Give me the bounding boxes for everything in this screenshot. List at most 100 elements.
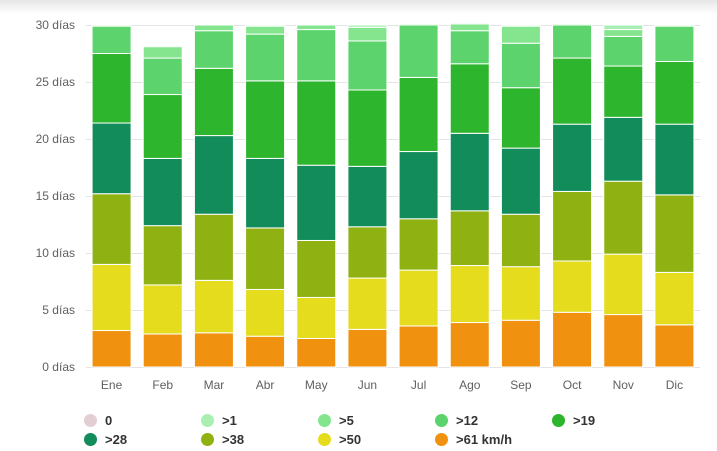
bar-Oct-series-0 bbox=[552, 311, 593, 368]
x-tick-label-Oct: Oct bbox=[563, 378, 582, 392]
legend: 0 >1 >5 >12 >19 >28 >38 >50 bbox=[84, 412, 704, 448]
bar-May-series-4 bbox=[296, 80, 337, 166]
bar-Jun-series-5 bbox=[347, 40, 388, 91]
bar-Oct-series-2 bbox=[552, 190, 593, 262]
bar-Sep-series-3 bbox=[500, 147, 541, 215]
legend-swatch-1 bbox=[201, 414, 214, 427]
bar-Dic-series-4 bbox=[654, 60, 695, 125]
legend-item-7[interactable]: >50 bbox=[318, 431, 435, 448]
bar-Jul-series-5 bbox=[398, 24, 439, 78]
bar-Ene-series-4 bbox=[91, 53, 132, 124]
bar-Ene-series-2 bbox=[91, 193, 132, 265]
bar-Dic-series-3 bbox=[654, 123, 695, 196]
bar-Nov-series-3 bbox=[603, 116, 644, 182]
legend-label-1: >1 bbox=[222, 413, 237, 428]
y-tick-label-25: 25 días bbox=[36, 75, 75, 89]
y-tick-label-20: 20 días bbox=[36, 132, 75, 146]
legend-item-0[interactable]: 0 bbox=[84, 412, 201, 429]
x-tick-label-Ene: Ene bbox=[101, 378, 123, 392]
x-tick-label-Mar: Mar bbox=[204, 378, 225, 392]
legend-swatch-8 bbox=[435, 433, 448, 446]
bar-Ago-series-3 bbox=[449, 132, 490, 212]
bar-Sep-series-7 bbox=[500, 24, 541, 27]
legend-label-5: >28 bbox=[105, 432, 128, 447]
x-tick-label-Jun: Jun bbox=[358, 378, 377, 392]
bar-Dic-series-5 bbox=[654, 25, 695, 62]
bar-Dic-series-6 bbox=[654, 24, 695, 27]
bar-May-series-0 bbox=[296, 338, 337, 368]
legend-label-0: 0 bbox=[105, 413, 113, 428]
legend-item-3[interactable]: >12 bbox=[435, 412, 552, 429]
bar-Sep-series-6 bbox=[500, 25, 541, 44]
bar-Abr-series-5 bbox=[245, 33, 286, 82]
y-tick-label-15: 15 días bbox=[36, 189, 75, 203]
y-axis-ticks: 0 días 5 días 10 días 15 días 20 días 25 días… bbox=[36, 18, 75, 374]
bar-Oct-series-6 bbox=[552, 23, 593, 26]
legend-item-4[interactable]: >19 bbox=[552, 412, 669, 429]
bar-Nov-series-5 bbox=[603, 35, 644, 67]
bar-Jul-series-1 bbox=[398, 269, 439, 327]
x-tick-label-Dic: Dic bbox=[666, 378, 683, 392]
bar-Jul-series-0 bbox=[398, 325, 439, 368]
x-tick-label-May: May bbox=[305, 378, 328, 392]
legend-label-2: >5 bbox=[339, 413, 354, 428]
bar-Jun-series-1 bbox=[347, 277, 388, 330]
bar-Nov-series-1 bbox=[603, 253, 644, 316]
bar-Ene-series-6 bbox=[91, 24, 132, 27]
bar-May-series-6 bbox=[296, 24, 337, 31]
bar-Feb-series-1 bbox=[142, 284, 183, 335]
bar-Abr-series-6 bbox=[245, 25, 286, 35]
bar-Jul-series-3 bbox=[398, 151, 439, 220]
bar-Ago-series-7 bbox=[449, 22, 490, 25]
bar-Feb-series-5 bbox=[142, 57, 183, 96]
bar-Oct-series-4 bbox=[552, 57, 593, 125]
bar-Sep-series-4 bbox=[500, 87, 541, 149]
bar-Mar-series-2 bbox=[193, 213, 234, 281]
bar-Dic-series-0 bbox=[654, 324, 695, 368]
legend-swatch-2 bbox=[318, 414, 331, 427]
legend-swatch-4 bbox=[552, 414, 565, 427]
legend-swatch-3 bbox=[435, 414, 448, 427]
bar-Feb-series-7 bbox=[142, 45, 183, 48]
x-tick-label-Abr: Abr bbox=[256, 378, 275, 392]
bar-May-series-1 bbox=[296, 296, 337, 339]
bar-May-series-2 bbox=[296, 239, 337, 298]
bar-Oct-series-3 bbox=[552, 123, 593, 192]
bar-Nov-series-6 bbox=[603, 29, 644, 37]
bar-Nov-series-2 bbox=[603, 180, 644, 255]
legend-item-6[interactable]: >38 bbox=[201, 431, 318, 448]
bar-Jun-series-0 bbox=[347, 328, 388, 368]
bar-Sep-series-0 bbox=[500, 319, 541, 368]
legend-label-4: >19 bbox=[573, 413, 596, 428]
y-tick-label-10: 10 días bbox=[36, 246, 75, 260]
legend-item-1[interactable]: >1 bbox=[201, 412, 318, 429]
bar-Oct-series-1 bbox=[552, 260, 593, 313]
bar-May-series-3 bbox=[296, 164, 337, 241]
bar-Nov-series-7 bbox=[603, 24, 644, 31]
bar-Jun-series-3 bbox=[347, 165, 388, 228]
bar-Mar-series-6 bbox=[193, 24, 234, 32]
bar-Mar-series-3 bbox=[193, 135, 234, 215]
x-axis-ticks: Ene Feb Mar Abr May Jun Jul Ago Sep Oct Nov Dic bbox=[101, 378, 683, 392]
legend-item-5[interactable]: >28 bbox=[84, 431, 201, 448]
bar-Abr-series-3 bbox=[245, 157, 286, 229]
bar-Ago-series-5 bbox=[449, 30, 490, 65]
bar-Ene-series-1 bbox=[91, 263, 132, 332]
bar-Jun-series-2 bbox=[347, 226, 388, 279]
legend-item-8[interactable]: >61 km/h bbox=[435, 431, 552, 448]
bar-Jul-series-2 bbox=[398, 218, 439, 271]
y-tick-label-5: 5 días bbox=[42, 303, 75, 317]
bar-Mar-series-0 bbox=[193, 332, 234, 368]
bar-Ene-series-0 bbox=[91, 330, 132, 368]
bar-stacks bbox=[91, 22, 695, 368]
bar-Ago-series-2 bbox=[449, 210, 490, 267]
bar-Mar-series-1 bbox=[193, 279, 234, 334]
legend-item-2[interactable]: >5 bbox=[318, 412, 435, 429]
legend-label-3: >12 bbox=[456, 413, 479, 428]
legend-swatch-7 bbox=[318, 433, 331, 446]
bar-Jul-series-6 bbox=[398, 23, 439, 26]
bar-Mar-series-5 bbox=[193, 30, 234, 69]
x-tick-label-Jul: Jul bbox=[411, 378, 426, 392]
